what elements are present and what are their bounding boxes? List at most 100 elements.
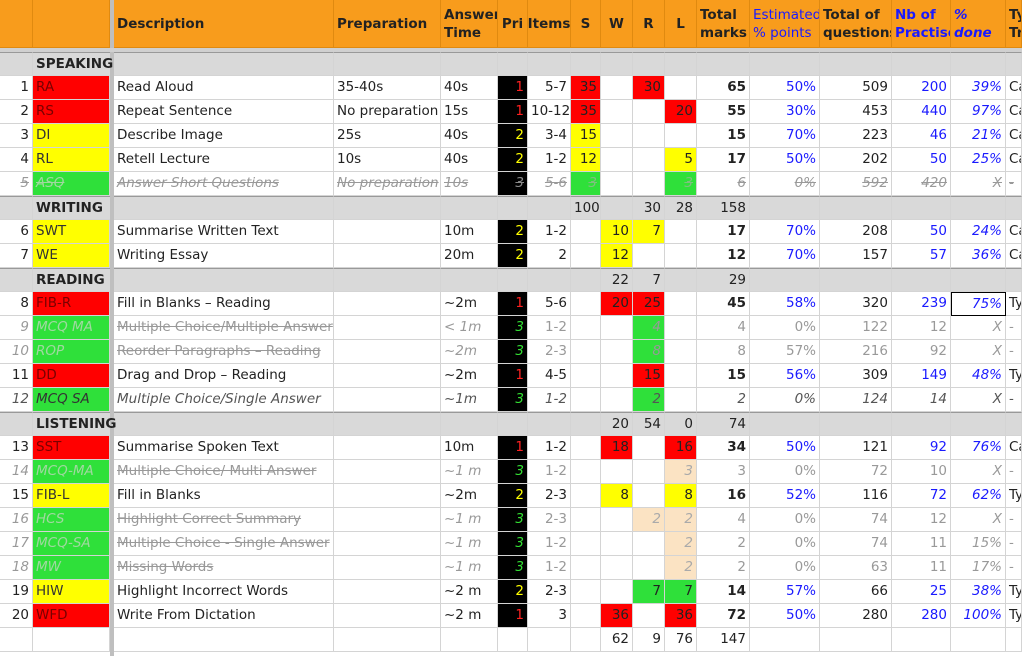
w-cell bbox=[601, 556, 633, 580]
code-cell: FIB-R bbox=[33, 292, 110, 316]
num-cell: 9 bbox=[0, 316, 33, 340]
l-cell: 2 bbox=[665, 508, 697, 532]
answer-time-cell: ~1m bbox=[441, 388, 498, 412]
done-cell: X bbox=[951, 508, 1006, 532]
code-cell: SWT bbox=[33, 220, 110, 244]
section-row-cell: 158 bbox=[697, 196, 750, 220]
code-cell: WE bbox=[33, 244, 110, 268]
type-cell: Ca bbox=[1006, 124, 1022, 148]
done-cell: 15% bbox=[951, 532, 1006, 556]
w-cell bbox=[601, 388, 633, 412]
items-cell: 1-2 bbox=[528, 388, 571, 412]
total-questions-cell: 121 bbox=[820, 436, 892, 460]
done-cell: X bbox=[951, 172, 1006, 196]
s-cell bbox=[571, 340, 601, 364]
totals-row-cell bbox=[114, 628, 334, 652]
num-cell: 18 bbox=[0, 556, 33, 580]
totals-row-cell bbox=[820, 628, 892, 652]
totals-row-cell bbox=[571, 628, 601, 652]
freeze-row-line bbox=[0, 48, 1022, 52]
description-cell: Fill in Blanks bbox=[114, 484, 334, 508]
section-row-cell bbox=[1006, 268, 1022, 292]
answer-time-cell: 40s bbox=[441, 124, 498, 148]
section-row-cell bbox=[114, 52, 334, 76]
section-row-cell bbox=[0, 268, 33, 292]
s-cell: 3 bbox=[571, 172, 601, 196]
total-questions-cell: 116 bbox=[820, 484, 892, 508]
description-cell: Highlight Correct Summary bbox=[114, 508, 334, 532]
l-cell bbox=[665, 76, 697, 100]
r-cell bbox=[633, 124, 665, 148]
total-marks-cell: 4 bbox=[697, 316, 750, 340]
practised-cell: 72 bbox=[892, 484, 951, 508]
l-cell bbox=[665, 292, 697, 316]
l-cell bbox=[665, 316, 697, 340]
l-cell bbox=[665, 220, 697, 244]
totals-row-cell bbox=[0, 628, 33, 652]
w-cell: 20 bbox=[601, 292, 633, 316]
description-cell: Summarise Written Text bbox=[114, 220, 334, 244]
done-cell: 100% bbox=[951, 604, 1006, 628]
w-cell bbox=[601, 148, 633, 172]
section-row-cell bbox=[0, 196, 33, 220]
code-cell: ROP bbox=[33, 340, 110, 364]
preparation-cell bbox=[334, 436, 441, 460]
estimated-points-cell: 70% bbox=[750, 244, 820, 268]
section-row-cell: 74 bbox=[697, 412, 750, 436]
description-cell: Multiple Choice/Single Answer bbox=[114, 388, 334, 412]
l-cell: 3 bbox=[665, 172, 697, 196]
type-cell: Ty bbox=[1006, 580, 1022, 604]
estimated-points-cell: 0% bbox=[750, 316, 820, 340]
freeze-column-line bbox=[110, 0, 114, 656]
estimated-points-cell: 58% bbox=[750, 292, 820, 316]
column-header: S bbox=[571, 0, 601, 48]
column-header: % done bbox=[951, 0, 1006, 48]
total-marks-cell: 2 bbox=[697, 556, 750, 580]
done-cell: 25% bbox=[951, 148, 1006, 172]
code-header bbox=[33, 0, 110, 48]
type-cell: - bbox=[1006, 316, 1022, 340]
items-cell: 5-6 bbox=[528, 292, 571, 316]
section-row-cell bbox=[528, 412, 571, 436]
column-header: Preparation bbox=[334, 0, 441, 48]
section-row-cell bbox=[892, 196, 951, 220]
practised-cell: 46 bbox=[892, 124, 951, 148]
done-cell: 39% bbox=[951, 76, 1006, 100]
practised-cell: 92 bbox=[892, 436, 951, 460]
l-cell: 5 bbox=[665, 148, 697, 172]
type-cell: Ca bbox=[1006, 148, 1022, 172]
description-cell: Reorder Paragraphs – Reading bbox=[114, 340, 334, 364]
w-cell bbox=[601, 316, 633, 340]
s-cell bbox=[571, 436, 601, 460]
section-row-cell bbox=[820, 52, 892, 76]
section-name: READING bbox=[33, 268, 110, 292]
type-cell: - bbox=[1006, 556, 1022, 580]
total-questions-cell: 72 bbox=[820, 460, 892, 484]
items-cell: 1-2 bbox=[528, 436, 571, 460]
r-cell bbox=[633, 484, 665, 508]
w-cell: 18 bbox=[601, 436, 633, 460]
l-cell: 16 bbox=[665, 436, 697, 460]
code-cell: WFD bbox=[33, 604, 110, 628]
section-row-cell bbox=[571, 412, 601, 436]
num-cell: 19 bbox=[0, 580, 33, 604]
practised-cell: 50 bbox=[892, 220, 951, 244]
column-header: Description bbox=[114, 0, 334, 48]
type-cell: Ca bbox=[1006, 100, 1022, 124]
code-cell: ASQ bbox=[33, 172, 110, 196]
total-questions-cell: 216 bbox=[820, 340, 892, 364]
total-questions-cell: 63 bbox=[820, 556, 892, 580]
section-row-cell bbox=[334, 52, 441, 76]
estimated-points-cell: 0% bbox=[750, 172, 820, 196]
w-cell bbox=[601, 124, 633, 148]
w-cell: 8 bbox=[601, 484, 633, 508]
answer-time-cell: ~2 m bbox=[441, 580, 498, 604]
section-row-cell bbox=[114, 268, 334, 292]
num-cell: 12 bbox=[0, 388, 33, 412]
priority-cell: 3 bbox=[498, 460, 528, 484]
section-row-cell bbox=[334, 412, 441, 436]
section-row-cell bbox=[820, 412, 892, 436]
code-cell: MCQ-MA bbox=[33, 460, 110, 484]
description-cell: Retell Lecture bbox=[114, 148, 334, 172]
w-cell bbox=[601, 172, 633, 196]
